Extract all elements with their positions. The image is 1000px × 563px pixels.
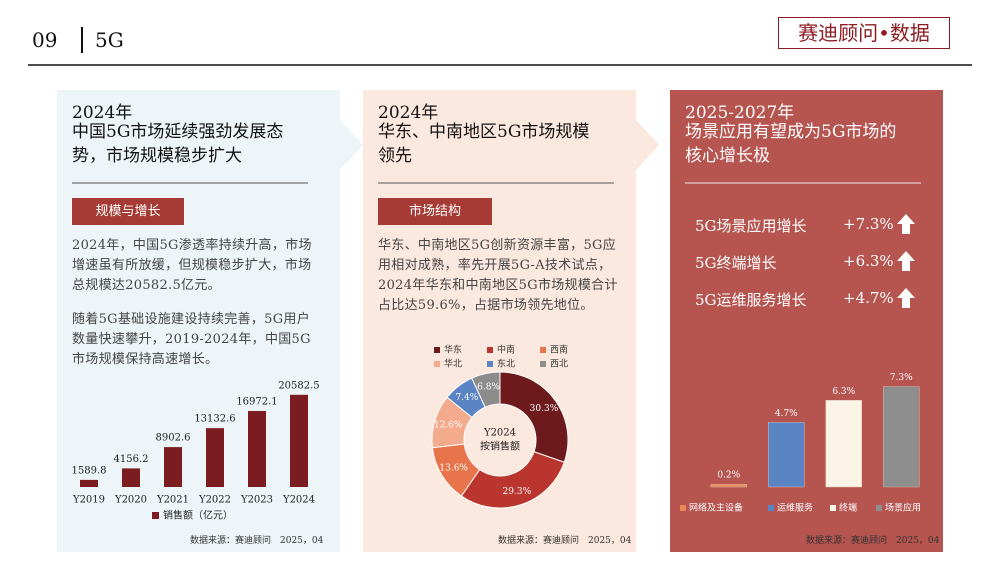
bar xyxy=(825,400,862,488)
tag: 市场结构 xyxy=(378,198,492,225)
legend-label: 东北 xyxy=(497,358,515,370)
legend-label: 中南 xyxy=(497,344,515,356)
paragraphs: 华东、中南地区5G创新资源丰富，5G应用相对成熟，率先开展5G-A技术试点，20… xyxy=(378,236,618,330)
panel-title: 华东、中南地区5G市场规模领先 xyxy=(378,122,590,166)
x-tick-label: Y2024 xyxy=(282,495,315,506)
legend-swatch xyxy=(768,505,774,511)
up-arrow xyxy=(897,214,915,234)
year: 2024年 xyxy=(72,103,133,123)
legend-label: 华东 xyxy=(444,344,462,356)
legend-label: 终端 xyxy=(839,502,857,514)
up-arrow xyxy=(897,251,915,271)
legend-swatch xyxy=(487,347,493,353)
x-tick-label: Y2023 xyxy=(240,495,273,506)
bar xyxy=(80,479,98,487)
x-tick-label: Y2021 xyxy=(156,495,189,506)
value-label: 20582.5 xyxy=(278,380,319,391)
legend-swatch xyxy=(152,512,159,519)
paragraph: 2024年，中国5G渗透率持续升高，市场增速虽有所放缓，但规模稳步扩大，市场总规… xyxy=(72,238,312,293)
value-label: 4156.2 xyxy=(114,454,149,465)
up-arrows xyxy=(897,214,915,308)
legend-label: 网络及主设备 xyxy=(689,502,743,514)
legend-swatch xyxy=(540,347,546,353)
value-label: 12.6% xyxy=(434,420,463,430)
value-label: 6.8% xyxy=(477,383,500,393)
bar xyxy=(164,447,182,487)
bar xyxy=(248,410,266,487)
x-tick-label: Y2022 xyxy=(198,495,231,506)
year: 2024年 xyxy=(378,103,439,123)
panel-title: 中国5G市场延续强劲发展态势，市场规模稳步扩大 xyxy=(72,122,284,166)
panel-title: 场景应用有望成为5G市场的核心增长极 xyxy=(685,122,897,166)
legend-label: 华北 xyxy=(444,358,462,370)
value-label: 29.3% xyxy=(503,487,532,497)
x-tick-label: Y2020 xyxy=(114,495,147,506)
legend-label: 西南 xyxy=(550,344,568,356)
paragraphs: 2024年，中国5G渗透率持续升高，市场增速虽有所放缓，但规模稳步扩大，市场总规… xyxy=(72,236,312,384)
section: 5G xyxy=(95,28,124,52)
legend-label: 销售额（亿元） xyxy=(163,509,233,522)
legend-label: 场景应用 xyxy=(885,502,921,514)
center-label: Y2024 xyxy=(483,428,516,439)
slice xyxy=(499,371,569,463)
brand: 赛迪顾问•数据 xyxy=(778,17,950,49)
legend-label: 西北 xyxy=(550,359,568,370)
source: 数据来源：赛迪顾问 2025，04 xyxy=(498,536,632,546)
bar xyxy=(122,468,140,487)
slice xyxy=(460,451,565,509)
source: 数据来源：赛迪顾问 2025，04 xyxy=(190,536,324,546)
growth-label: 5G终端增长 xyxy=(695,254,777,272)
legend-swatch xyxy=(434,347,440,353)
x-tick-label: Y2019 xyxy=(72,495,105,506)
value-label: 7.4% xyxy=(455,393,478,403)
value-label: 6.3% xyxy=(832,387,855,397)
legend-swatch xyxy=(876,505,882,511)
value-label: 0.2% xyxy=(717,471,740,481)
bar xyxy=(710,483,747,488)
value-label: 4.7% xyxy=(775,409,798,419)
paragraph: 华东、中南地区5G创新资源丰富，5G应用相对成熟，率先开展5G-A技术试点，20… xyxy=(378,238,618,313)
value-label: 16972.1 xyxy=(236,396,277,407)
value-label: 7.3% xyxy=(890,373,913,383)
growth-value: +4.7% xyxy=(843,289,894,307)
slice xyxy=(471,371,501,408)
value-label: 8902.6 xyxy=(156,433,191,444)
bar xyxy=(883,386,920,488)
legend-swatch xyxy=(434,361,440,367)
paragraph: 随着5G基础设施建设持续完善，5G用户数量快速攀升，2019-2024年，中国5… xyxy=(72,312,311,367)
bar xyxy=(290,394,308,487)
bar xyxy=(768,422,805,488)
center-label: 按销售额 xyxy=(480,440,520,453)
value-label: 1589.8 xyxy=(72,465,107,476)
growth-label: 5G运维服务增长 xyxy=(695,291,807,309)
legend-swatch xyxy=(830,505,836,511)
legend-label: 运维服务 xyxy=(777,502,813,514)
growth-value: +6.3% xyxy=(843,252,894,270)
legend-swatch xyxy=(540,361,546,367)
legend-swatch xyxy=(487,361,493,367)
page-number: 09 xyxy=(32,28,58,52)
up-arrow xyxy=(897,288,915,308)
legend-swatch xyxy=(680,505,686,511)
growth-value: +7.3% xyxy=(843,215,894,233)
tag: 规模与增长 xyxy=(72,198,184,225)
value-label: 13.6% xyxy=(439,463,468,473)
value-label: 30.3% xyxy=(530,404,559,414)
bar xyxy=(206,428,224,487)
growth-label: 5G场景应用增长 xyxy=(695,217,807,235)
source: 数据来源：赛迪顾问 2025，04 xyxy=(806,536,940,546)
year: 2025-2027年 xyxy=(685,103,795,123)
value-label: 13132.6 xyxy=(194,414,235,425)
